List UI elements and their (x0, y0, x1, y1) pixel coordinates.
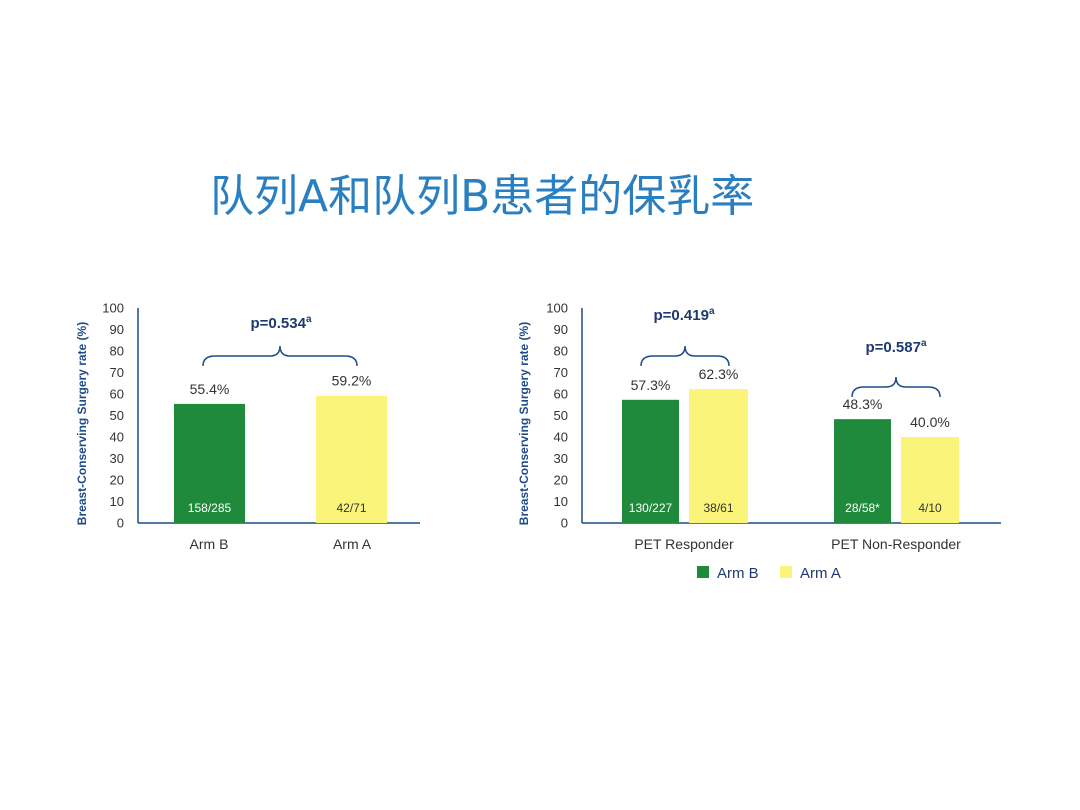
chart2-p-value-responder: p=0.419a (653, 306, 714, 324)
chart1-value-label-1-0: 59.2% (332, 373, 372, 389)
chart2-y-tick-80: 80 (554, 344, 568, 359)
chart1-bar-1-0 (316, 395, 387, 523)
chart2-category-label-0: PET Responder (634, 536, 734, 552)
chart2-y-tick-50: 50 (554, 408, 568, 423)
chart1-count-label-1-0: 42/71 (336, 501, 366, 515)
chart2-y-tick-90: 90 (554, 322, 568, 337)
chart2-category-label-1: PET Non-Responder (831, 536, 961, 552)
chart2-y-tick-100: 100 (546, 301, 568, 316)
chart2-brace-non-responder (851, 376, 941, 398)
chart2-bar-0-0 (622, 399, 679, 523)
chart2-y-tick-30: 30 (554, 451, 568, 466)
chart2-value-label-0-1: 62.3% (699, 366, 739, 382)
chart1-y-tick-50: 50 (110, 408, 124, 423)
chart1-category-label-1: Arm A (333, 536, 372, 552)
chart2-count-label-1-0: 28/58* (845, 501, 880, 515)
legend-label-1: Arm A (800, 565, 841, 582)
chart2-count-label-0-1: 38/61 (703, 501, 733, 515)
chart1-y-tick-0: 0 (117, 516, 124, 531)
chart2-bar-0-1 (689, 389, 748, 523)
chart1-count-label-0-0: 158/285 (188, 501, 232, 515)
legend-label-0: Arm B (717, 565, 759, 582)
chart1-y-tick-80: 80 (110, 344, 124, 359)
chart2-y-tick-20: 20 (554, 473, 568, 488)
chart1-y-tick-30: 30 (110, 451, 124, 466)
chart1-y-axis-label: Breast-Conserving Surgery rate (%) (75, 322, 89, 525)
chart2-bar-1-1 (901, 437, 959, 523)
chart1-y-tick-20: 20 (110, 473, 124, 488)
chart2-value-label-1-0: 48.3% (843, 396, 883, 412)
chart2-count-label-0-0: 130/227 (629, 501, 673, 515)
chart2-value-label-0-0: 57.3% (631, 377, 671, 393)
chart2-y-axis-label: Breast-Conserving Surgery rate (%) (517, 322, 531, 525)
chart2-value-label-1-1: 40.0% (910, 414, 950, 430)
chart1-bar-0-0 (174, 403, 245, 523)
chart2-y-tick-10: 10 (554, 494, 568, 509)
chart2-p-value-non-responder: p=0.587a (865, 338, 926, 356)
chart2-y-tick-60: 60 (554, 387, 568, 402)
chart1-brace (202, 345, 358, 367)
page-title: 队列A和队列B患者的保乳率 (210, 171, 755, 222)
chart1-category-label-0: Arm B (190, 536, 229, 552)
chart1-y-tick-10: 10 (110, 494, 124, 509)
chart2-y-tick-70: 70 (554, 365, 568, 380)
chart1-p-value: p=0.534a (250, 314, 311, 332)
legend-swatch-1 (780, 566, 792, 578)
chart1-y-tick-60: 60 (110, 387, 124, 402)
chart2-brace-responder (640, 345, 730, 367)
chart1-value-label-0-0: 55.4% (190, 381, 230, 397)
chart2-y-tick-40: 40 (554, 430, 568, 445)
chart1-y-tick-70: 70 (110, 365, 124, 380)
chart1-y-tick-90: 90 (110, 322, 124, 337)
chart2-bar-1-0 (834, 419, 891, 523)
chart2-count-label-1-1: 4/10 (918, 501, 942, 515)
chart1-y-tick-40: 40 (110, 430, 124, 445)
chart2-y-tick-0: 0 (561, 516, 568, 531)
chart1-y-tick-100: 100 (102, 301, 124, 316)
legend-swatch-0 (697, 566, 709, 578)
